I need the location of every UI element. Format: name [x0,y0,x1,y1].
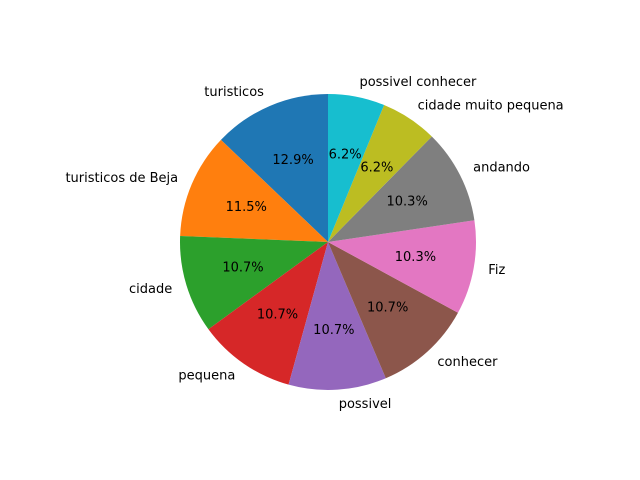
percent-labels-layer: 12.9% 11.5% 10.7% 10.7% 10.7% 10.7% 10.3% 10.3%… [222,147,436,338]
percent-label-possivel: 10.7% [313,323,354,338]
pie-slice-conhecer [328,242,458,379]
pie-slice-andando [328,136,475,242]
category-label-andando: andando [473,161,530,176]
category-labels-layer: turisticos turisticos de Beja cidade pequen… [65,75,563,412]
category-label-fiz: Fiz [488,263,505,278]
slices-layer [179,94,477,390]
percent-label-turisticos-de-beja: 11.5% [226,200,267,215]
pie-slice-possivel [288,242,386,390]
pie-slice-pequena [208,242,328,385]
percent-label-turisticos: 12.9% [272,153,313,168]
pie-slice-fiz [328,220,477,313]
pie-slice-cidade [179,235,328,330]
category-label-possivel: possivel [339,397,392,412]
percent-label-conhecer: 10.7% [367,300,408,315]
category-label-cidade-muito-pequena: cidade muito pequena [418,99,564,114]
percent-label-cidade-muito-pequena: 6.2% [360,160,393,175]
category-label-cidade: cidade [129,282,172,297]
category-label-possivel-conhecer: possivel conhecer [359,75,477,90]
category-label-turisticos-de-beja: turisticos de Beja [65,171,178,186]
pie-slice-cidade-muito-pequena [328,105,432,242]
pie-slice-turisticos [220,94,328,242]
percent-label-fiz: 10.3% [395,250,436,265]
pie-slice-possivel-conhecer [328,94,385,242]
percent-label-possivel-conhecer: 6.2% [329,147,362,162]
category-label-pequena: pequena [178,368,235,383]
category-label-conhecer: conhecer [437,355,498,370]
percent-label-cidade: 10.7% [222,260,263,275]
percent-label-andando: 10.3% [387,194,428,209]
pie-slice-turisticos-de-beja [180,139,328,242]
percent-label-pequena: 10.7% [257,308,298,323]
category-label-turisticos: turisticos [204,85,264,100]
